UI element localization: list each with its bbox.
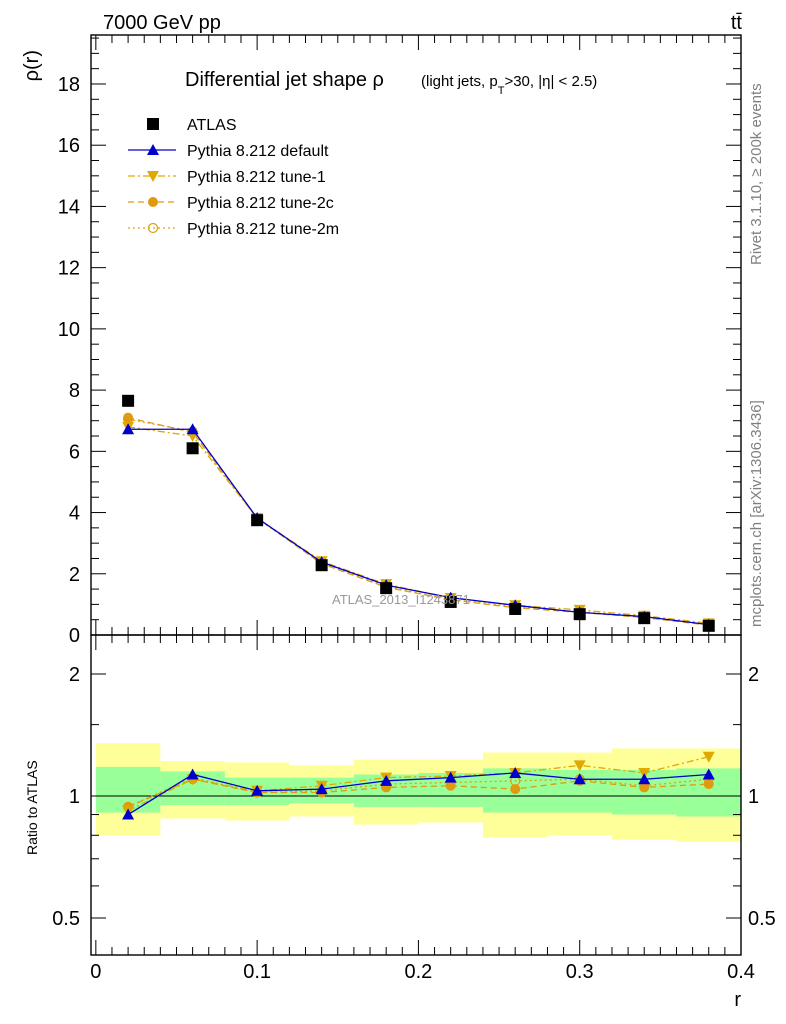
series-line-pythia-8-212-tune-2c (127, 417, 709, 626)
ratio-point-pythia-8-212-tune-2c (639, 782, 650, 793)
x-tick-label: 0.1 (243, 961, 271, 983)
ratio-point-pythia-8-212-default (702, 768, 715, 780)
ratio-y-tick-label-right: 1 (748, 786, 759, 808)
main-y-axis-label: ρ(r) (21, 50, 43, 81)
ratio-point-pythia-8-212-default (509, 766, 522, 778)
ratio-point-pythia-8-212-tune-2c (703, 779, 714, 790)
ratio-point-pythia-8-212-tune-2c (510, 784, 521, 795)
ratio-point-pythia-8-212-default (251, 784, 264, 796)
point-atlas (702, 619, 715, 632)
main-plot-marks (122, 394, 715, 632)
energy-label: 7000 GeV pp (103, 12, 221, 34)
main-y-tick-label: 4 (69, 503, 80, 525)
process-label: tt̄ (731, 12, 743, 34)
main-y-tick-label: 12 (58, 258, 80, 280)
ratio-y-tick-label-right: 2 (748, 664, 759, 686)
main-y-tick-label: 2 (69, 564, 80, 586)
ratio-point-pythia-8-212-tune-1 (702, 751, 715, 763)
x-tick-labels: 0 0.1 0.2 0.3 0.4 (90, 961, 755, 983)
ratio-point-pythia-8-212-default (573, 773, 586, 785)
x-tick-label: 0 (90, 961, 101, 983)
main-y-tick-label: 10 (58, 319, 80, 341)
ratio-line-pythia-8-212-tune-2c (127, 778, 709, 808)
x-tick-label: 0.4 (727, 961, 755, 983)
legend-label-pythia-8-212-tune-2c: Pythia 8.212 tune-2c (187, 195, 334, 212)
rivet-label: Rivet 3.1.10, ≥ 200k events (748, 83, 765, 265)
ratio-point-pythia-8-212-tune-2c (445, 780, 456, 791)
main-y-tick-label: 16 (58, 135, 80, 157)
point-atlas (638, 612, 651, 625)
ratio-point-pythia-8-212-default (315, 783, 328, 795)
ratio-bands (95, 743, 741, 843)
ratio-y-tick-label: 1 (69, 786, 80, 808)
point-atlas (251, 514, 264, 527)
legend-marker-pythia-8-212-tune-1 (147, 171, 159, 182)
main-y-tick-label: 18 (58, 74, 80, 96)
main-y-tick-label: 0 (69, 625, 80, 647)
ratio-line-pythia-8-212-default (127, 772, 709, 816)
point-pythia-8-212-default (122, 423, 135, 435)
point-pythia-8-212-default (186, 423, 199, 435)
legend-label-pythia-8-212-tune-1: Pythia 8.212 tune-1 (187, 169, 326, 186)
main-y-tick-label: 14 (58, 196, 80, 218)
ratio-y-tick-label-right: 0.5 (748, 908, 776, 930)
ratio-point-pythia-8-212-default (638, 773, 651, 785)
ratio-point-pythia-8-212-default (186, 768, 199, 780)
series-line-pythia-8-212-default (128, 428, 709, 626)
legend-marker-atlas (147, 118, 159, 130)
main-y-tick-label: 8 (69, 380, 80, 402)
legend-marker-pythia-8-212-tune-2m (147, 222, 159, 234)
x-axis-label: r (734, 989, 741, 1011)
point-atlas (573, 608, 586, 621)
legend-marker-pythia-8-212-default (147, 144, 159, 155)
x-tick-label: 0.3 (566, 961, 594, 983)
ratio-point-pythia-8-212-default (122, 808, 135, 820)
plot-title-sub: (light jets, pT>30, |η| < 2.5) (421, 73, 597, 97)
main-y-tick-label: 6 (69, 441, 80, 463)
ratio-plot-ticks: 0.5 0.5 1 1 2 2 (52, 635, 776, 955)
legend-label-pythia-8-212-tune-2m: Pythia 8.212 tune-2m (187, 221, 339, 238)
point-atlas (380, 582, 393, 595)
main-plot-ticks: 0 2 4 6 8 10 12 14 16 18 (58, 35, 742, 647)
x-tick-label: 0.2 (405, 961, 433, 983)
plot-title-sub-T: T (498, 85, 505, 97)
ratio-point-pythia-8-212-default (380, 774, 393, 786)
ratio-point-pythia-8-212-tune-1 (573, 760, 586, 772)
legend-marker-pythia-8-212-tune-2c (148, 197, 158, 207)
legend: ATLAS Pythia 8.212 default Pythia 8.212 tu… (128, 117, 339, 238)
legend-label-pythia-8-212-default: Pythia 8.212 default (187, 143, 329, 160)
mcplots-label: mcplots.cern.ch [arXiv:1306.3436] (748, 400, 765, 627)
ratio-plot-frame (90, 634, 742, 956)
point-atlas (444, 595, 457, 608)
point-atlas (122, 394, 135, 407)
plot-title-sub-prefix: (light jets, p (421, 73, 498, 90)
point-atlas (186, 442, 199, 455)
point-atlas (509, 602, 522, 615)
ratio-plot-marks (122, 751, 715, 820)
plot-title: Differential jet shape ρ (185, 69, 384, 91)
ratio-y-tick-label: 2 (69, 664, 80, 686)
main-plot: 0 2 4 6 8 10 12 14 16 18 Differential jet shape ρ… (21, 34, 742, 647)
legend-label-atlas: ATLAS (187, 117, 237, 134)
analysis-watermark: ATLAS_2013_I1243871 (332, 592, 470, 607)
point-pythia-8-212-tune-2c (123, 412, 134, 423)
ratio-point-pythia-8-212-default (444, 771, 457, 783)
ratio-y-axis-label: Ratio to ATLAS (24, 760, 40, 855)
point-atlas (315, 559, 328, 572)
ratio-y-tick-label: 0.5 (52, 908, 80, 930)
ratio-plot: 0.5 0.5 1 1 2 2 Ratio to ATLAS (24, 634, 776, 956)
plot-title-sub-suffix: >30, |η| < 2.5) (504, 73, 597, 90)
